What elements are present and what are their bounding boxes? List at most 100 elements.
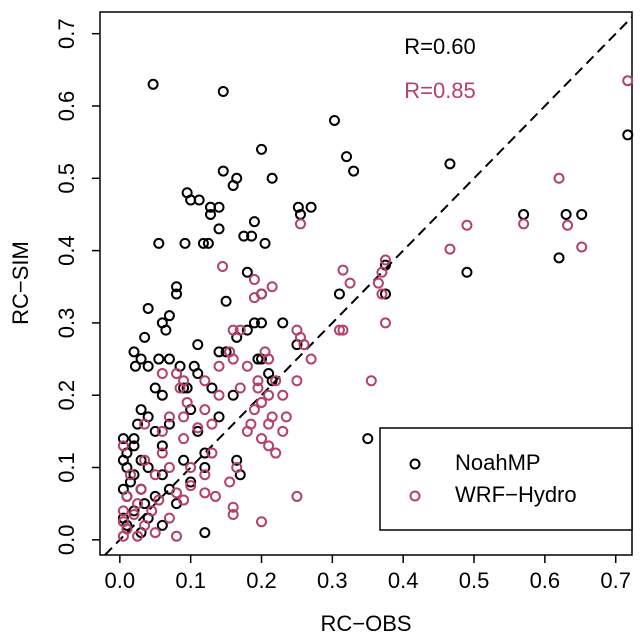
point (461, 219, 473, 231)
y-tick-label: 0.4 (54, 235, 79, 266)
y-tick-label: 0.3 (54, 308, 79, 339)
point (372, 277, 384, 289)
point (305, 353, 317, 365)
point (206, 447, 218, 459)
point (256, 143, 268, 155)
point (213, 346, 225, 358)
point (139, 331, 151, 343)
point (153, 353, 165, 365)
point (209, 490, 221, 502)
x-tick-label: 0.1 (175, 568, 206, 593)
point (277, 425, 289, 437)
point (444, 158, 456, 170)
point (518, 208, 530, 220)
point (231, 462, 243, 474)
point (156, 447, 168, 459)
point (213, 411, 225, 423)
point (156, 519, 168, 531)
point (199, 404, 211, 416)
y-tick-label: 0.1 (54, 452, 79, 483)
point (227, 324, 239, 336)
point (199, 462, 211, 474)
point (553, 172, 565, 184)
point (241, 266, 253, 278)
point (227, 509, 239, 521)
point (379, 254, 391, 266)
point (252, 382, 264, 394)
point (227, 501, 239, 513)
point (220, 295, 232, 307)
point (146, 505, 158, 517)
point (163, 512, 175, 524)
point (156, 425, 168, 437)
point (328, 114, 340, 126)
point (263, 389, 275, 401)
point (185, 480, 197, 492)
point (139, 498, 151, 510)
point (298, 339, 310, 351)
point (160, 324, 172, 336)
point (128, 440, 140, 452)
point (277, 389, 289, 401)
point (178, 454, 190, 466)
diagonal-group (104, 16, 632, 555)
y-tick-label: 0.7 (54, 18, 79, 49)
point (171, 368, 183, 380)
point (171, 530, 183, 542)
point (256, 516, 268, 528)
point (576, 241, 588, 253)
point (192, 422, 204, 434)
point (163, 418, 175, 430)
point (248, 317, 260, 329)
x-tick-label: 0.0 (105, 568, 136, 593)
y-tick-label: 0.0 (54, 525, 79, 556)
point (231, 454, 243, 466)
point (241, 425, 253, 437)
point (266, 172, 278, 184)
point (149, 527, 161, 539)
y-tick-label: 0.6 (54, 91, 79, 122)
point (246, 230, 258, 242)
point (205, 208, 217, 220)
point (333, 324, 345, 336)
point (263, 418, 275, 430)
point (333, 288, 345, 300)
y-tick-label: 0.5 (54, 163, 79, 194)
point (227, 353, 239, 365)
point (291, 490, 303, 502)
point (270, 447, 282, 459)
point (362, 433, 374, 445)
point (291, 375, 303, 387)
point (147, 78, 159, 90)
point (192, 339, 204, 351)
point (259, 237, 271, 249)
point (344, 277, 356, 289)
point (163, 310, 175, 322)
point (171, 288, 183, 300)
point (199, 375, 211, 387)
point (202, 237, 214, 249)
point (217, 165, 229, 177)
point (277, 317, 289, 329)
point (263, 353, 275, 365)
point (292, 201, 304, 213)
point (305, 201, 317, 213)
x-tick-label: 0.7 (600, 568, 631, 593)
point (179, 237, 191, 249)
legend-marker (409, 458, 421, 470)
point (199, 527, 211, 539)
point (128, 433, 140, 445)
one-to-one-line (104, 16, 632, 555)
point (248, 216, 260, 228)
point (227, 180, 239, 192)
point (132, 498, 144, 510)
point (256, 433, 268, 445)
point (128, 346, 140, 358)
point (192, 425, 204, 437)
point (365, 375, 377, 387)
point (224, 476, 236, 488)
point (153, 494, 165, 506)
point (241, 324, 253, 336)
legend-box (379, 427, 633, 531)
